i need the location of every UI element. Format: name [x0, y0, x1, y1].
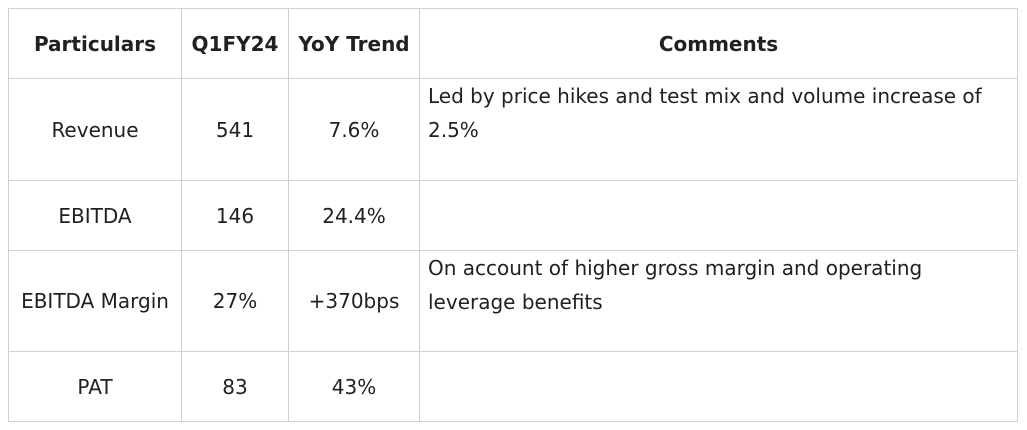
cell-particulars: PAT	[8, 351, 182, 422]
cell-yoy-trend: 24.4%	[288, 180, 420, 251]
table-row: Revenue 541 7.6% Led by price hikes and …	[8, 78, 1018, 181]
table-header-row: Particulars Q1FY24 YoY Trend Comments	[8, 8, 1018, 79]
cell-comments	[419, 180, 1018, 251]
financial-summary-table: Particulars Q1FY24 YoY Trend Comments Re…	[8, 8, 1018, 422]
cell-yoy-trend: 43%	[288, 351, 420, 422]
cell-yoy-trend: 7.6%	[288, 78, 420, 181]
table-row: PAT 83 43%	[8, 351, 1018, 422]
table-row: EBITDA 146 24.4%	[8, 180, 1018, 251]
cell-comments: On account of higher gross margin and op…	[419, 250, 1018, 352]
cell-comments	[419, 351, 1018, 422]
cell-particulars: EBITDA Margin	[8, 250, 182, 352]
cell-particulars: EBITDA	[8, 180, 182, 251]
cell-comments: Led by price hikes and test mix and volu…	[419, 78, 1018, 181]
cell-q1fy24: 83	[181, 351, 289, 422]
table-row: EBITDA Margin 27% +370bps On account of …	[8, 250, 1018, 352]
cell-q1fy24: 146	[181, 180, 289, 251]
header-particulars: Particulars	[8, 8, 182, 79]
cell-q1fy24: 27%	[181, 250, 289, 352]
header-comments: Comments	[419, 8, 1018, 79]
cell-q1fy24: 541	[181, 78, 289, 181]
header-q1fy24: Q1FY24	[181, 8, 289, 79]
header-yoy-trend: YoY Trend	[288, 8, 420, 79]
cell-particulars: Revenue	[8, 78, 182, 181]
cell-yoy-trend: +370bps	[288, 250, 420, 352]
